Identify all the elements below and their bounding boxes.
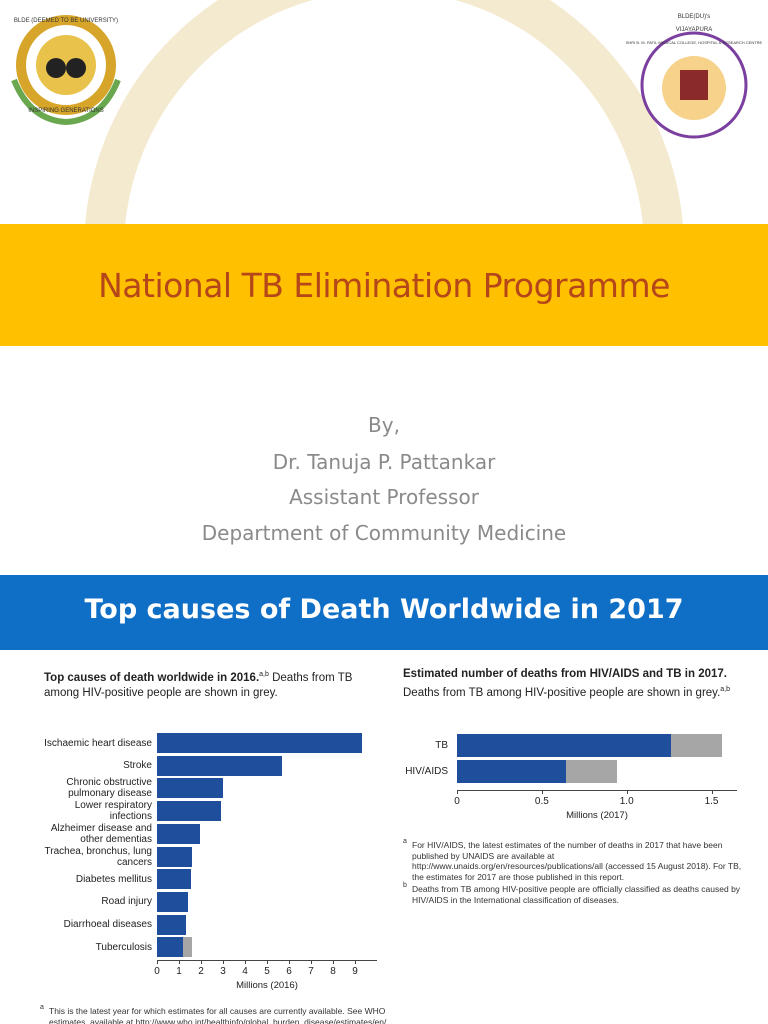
tick-mark: [311, 960, 312, 964]
tick-mark: [157, 960, 158, 964]
category-label: Road injury: [101, 896, 152, 908]
x-tick-label: 0: [154, 966, 160, 977]
tick-mark: [245, 960, 246, 964]
category-label: Trachea, bronchus, lung cancers: [44, 845, 152, 868]
bar: [157, 914, 186, 935]
x-tick-label: 4: [242, 966, 248, 977]
byline: By,: [368, 413, 400, 437]
category-label: Chronic obstructive pulmonary disease: [66, 777, 152, 800]
bar: [157, 869, 192, 890]
chart-subtitle: Deaths from TB among HIV-positive people…: [403, 686, 721, 699]
footnote: This is the latest year for which estima…: [49, 1006, 387, 1024]
bar: [157, 823, 200, 844]
logo-text: BLDE(DU)'s: [678, 14, 710, 20]
chart-subtitle: Deaths from TB among HIV-positive people…: [44, 671, 353, 699]
x-tick-label: 6: [286, 966, 292, 977]
x-tick-label: 8: [330, 966, 336, 977]
x-tick-label: 2: [198, 966, 204, 977]
category-label: Diarrhoeal diseases: [63, 919, 152, 931]
logo-text: SHRI B. M. PATIL MEDICAL COLLEGE, HOSPIT…: [626, 40, 763, 45]
x-tick-label: 7: [308, 966, 314, 977]
tick-mark: [541, 790, 543, 794]
tick-mark: [223, 960, 224, 964]
footnote-marker: a: [40, 1004, 44, 1011]
tick-mark: [626, 790, 628, 794]
tick-mark: [289, 960, 290, 964]
footnote-marker: a: [403, 838, 407, 845]
footnote: For HIV/AIDS, the latest estimates of th…: [412, 840, 742, 882]
chart-heading: Estimated number of deaths from HIV/AIDS…: [403, 667, 738, 701]
category-label: Diabetes mellitus: [75, 873, 152, 885]
x-tick-label: 1.5: [704, 796, 719, 807]
chart-title: Estimated number of deaths from HIV/AIDS…: [403, 668, 727, 680]
slide-title: National TB Elimination Programme: [98, 266, 670, 305]
x-axis-label: Millions (2017): [566, 810, 628, 821]
bar: [157, 846, 193, 867]
x-tick-label: 1.0: [619, 796, 634, 807]
category-label: HIV/AIDS: [405, 765, 448, 777]
tick-mark: [711, 790, 713, 794]
x-tick-label: 3: [220, 966, 226, 977]
tick-mark: [201, 960, 202, 964]
tick-mark: [333, 960, 334, 964]
title-band: [0, 224, 768, 346]
logo-text: BLDE (DEEMED TO BE UNIVERSITY): [14, 18, 118, 24]
x-axis: [457, 790, 737, 791]
byline: Dr. Tanuja P. Pattankar: [272, 450, 496, 474]
tick-mark: [355, 960, 356, 964]
logo-text: VIJAYAPURA: [676, 27, 712, 33]
section-band: [0, 575, 768, 650]
byline: Assistant Professor: [289, 485, 479, 509]
bar: [183, 937, 193, 958]
note-ref: a,b: [259, 671, 269, 678]
category-label: Lower respiratory infections: [74, 800, 152, 823]
footnote: Deaths from TB among HIV-positive people…: [412, 884, 741, 905]
bar: [157, 937, 184, 958]
header-art: BLDE (DEEMED TO BE UNIVERSITY) INSPIRING…: [11, 0, 763, 224]
x-tick-label: 0: [454, 796, 460, 807]
x-tick-label: 1: [176, 966, 182, 977]
bar: [157, 755, 283, 776]
bar: [457, 733, 671, 757]
bar: [157, 891, 188, 912]
logo-text: INSPIRING GENERATIONS: [28, 108, 104, 114]
category-label: Tuberculosis: [95, 941, 152, 953]
watermark: [85, 0, 683, 224]
footnote-marker: b: [403, 882, 407, 889]
category-label: Stroke: [123, 760, 152, 772]
chart-heading: Top causes of death worldwide in 2016.a,…: [44, 667, 364, 701]
x-tick-label: 9: [352, 966, 358, 977]
tick-mark: [457, 790, 458, 794]
tick-mark: [267, 960, 268, 964]
bar: [457, 759, 566, 783]
category-label: Alzheimer disease and other dementias: [50, 822, 152, 845]
bar: [157, 801, 221, 822]
x-axis-label: Millions (2016): [236, 980, 298, 991]
x-tick-label: 0.5: [534, 796, 549, 807]
section-title: Top causes of Death Worldwide in 2017: [84, 594, 684, 625]
bar: [565, 759, 617, 783]
category-label: Ischaemic heart disease: [44, 737, 152, 749]
left-logo: BLDE (DEEMED TO BE UNIVERSITY) INSPIRING…: [11, 15, 121, 126]
bar: [157, 778, 223, 799]
tick-mark: [179, 960, 180, 964]
note-ref: a,b: [720, 686, 730, 693]
chart-title: Top causes of death worldwide in 2016.: [44, 671, 260, 684]
byline: Department of Community Medicine: [201, 521, 567, 545]
category-label: TB: [435, 739, 448, 751]
bar: [670, 733, 722, 757]
x-tick-label: 5: [264, 966, 270, 977]
right-logo: BLDE(DU)'s SHRI B. M. PATIL MEDICAL COLL…: [626, 14, 763, 139]
bar: [157, 733, 362, 753]
